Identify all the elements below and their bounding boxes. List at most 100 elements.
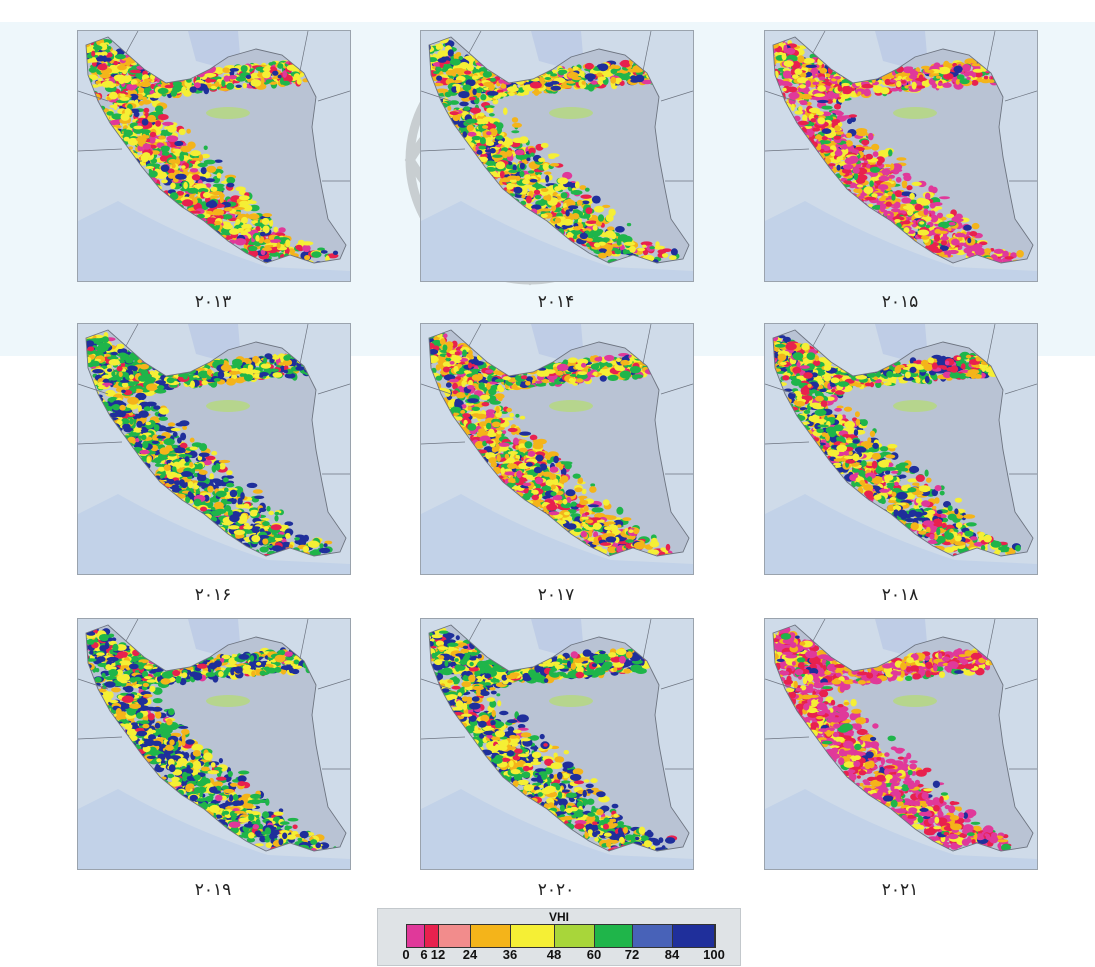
map-canvas xyxy=(78,619,350,869)
gulf-water xyxy=(421,494,693,574)
map-canvas xyxy=(421,31,693,281)
salt-lake xyxy=(893,107,937,119)
map-canvas xyxy=(765,31,1037,281)
legend-swatch xyxy=(425,925,439,947)
legend-title: VHI xyxy=(548,910,569,924)
neighbour-border xyxy=(660,678,693,690)
legend-swatch xyxy=(673,925,715,947)
legend-swatch xyxy=(555,925,595,947)
legend-tick-label: 0 xyxy=(402,947,410,962)
vhi-map xyxy=(77,30,351,282)
neighbour-border xyxy=(765,148,810,152)
neighbour-border xyxy=(468,324,482,347)
vhi-legend: VHI 0 6 12 24 36 48 60 72 84 100 xyxy=(377,908,741,966)
national-border xyxy=(772,36,1034,264)
legend-tick-label: 12 xyxy=(430,947,446,962)
vhi-texture xyxy=(429,625,681,851)
neighbour-border xyxy=(78,383,109,395)
year-label: ۲۰۱۹ xyxy=(194,880,232,900)
vhi-map xyxy=(764,30,1038,282)
neighbour-border xyxy=(421,678,452,690)
legend-tick-label: 48 xyxy=(546,947,562,962)
national-border xyxy=(772,624,1034,852)
salt-lake xyxy=(893,400,937,412)
vhi-map xyxy=(77,618,351,870)
neighbour-border xyxy=(78,736,123,740)
gulf-water xyxy=(421,201,693,281)
legend-tick-label: 6 xyxy=(420,947,428,962)
neighbour-border xyxy=(125,324,139,347)
neighbour-border xyxy=(1004,678,1037,690)
legend-tick-label: 24 xyxy=(462,947,478,962)
map-canvas xyxy=(421,324,693,574)
neighbour-border xyxy=(765,678,796,690)
gulf-water xyxy=(765,201,1037,281)
legend-swatch xyxy=(407,925,425,947)
year-label: ۲۰۱۳ xyxy=(194,292,232,312)
legend-tick-label: 36 xyxy=(502,947,518,962)
neighbour-border xyxy=(642,324,652,365)
gulf-water xyxy=(78,789,350,869)
legend-swatch xyxy=(595,925,633,947)
neighbour-border xyxy=(78,148,123,152)
neighbour-border xyxy=(78,441,123,445)
neighbour-border xyxy=(1004,90,1037,102)
neighbour-border xyxy=(421,148,466,152)
neighbour-border xyxy=(317,678,350,690)
national-border xyxy=(85,329,347,557)
map-canvas xyxy=(765,619,1037,869)
legend-tick-label: 100 xyxy=(703,947,725,962)
salt-lake xyxy=(206,695,250,707)
salt-lake xyxy=(549,107,593,119)
vhi-texture xyxy=(429,330,674,556)
map-canvas xyxy=(78,31,350,281)
year-label: ۲۰۲۰ xyxy=(537,880,575,900)
neighbour-border xyxy=(125,31,139,54)
legend-tick-label: 84 xyxy=(664,947,680,962)
vhi-texture xyxy=(773,625,1030,851)
year-label: ۲۰۱۵ xyxy=(881,292,919,312)
neighbour-border xyxy=(812,324,826,347)
year-label: ۲۰۱۷ xyxy=(537,585,575,605)
salt-lake xyxy=(893,695,937,707)
neighbour-border xyxy=(299,31,309,72)
gulf-water xyxy=(765,494,1037,574)
neighbour-border xyxy=(812,31,826,54)
neighbour-border xyxy=(317,90,350,102)
neighbour-border xyxy=(468,31,482,54)
vhi-texture xyxy=(773,330,1021,556)
neighbour-border xyxy=(421,441,466,445)
neighbour-border xyxy=(986,31,996,72)
vhi-map xyxy=(764,618,1038,870)
neighbour-border xyxy=(78,678,109,690)
vhi-map xyxy=(77,323,351,575)
year-label: ۲۰۱۸ xyxy=(881,585,919,605)
vhi-texture xyxy=(773,39,1024,263)
legend-tick-label: 72 xyxy=(624,947,640,962)
neighbour-border xyxy=(421,383,452,395)
neighbour-border xyxy=(125,619,139,642)
neighbour-border xyxy=(421,90,452,102)
year-label: ۲۰۲۱ xyxy=(881,880,919,900)
vhi-map xyxy=(420,323,694,575)
national-border xyxy=(772,329,1034,557)
national-border xyxy=(428,624,690,852)
neighbour-border xyxy=(660,383,693,395)
year-label: ۲۰۱۶ xyxy=(194,585,232,605)
salt-lake xyxy=(549,400,593,412)
legend-swatch xyxy=(511,925,555,947)
neighbour-border xyxy=(812,619,826,642)
vhi-map xyxy=(420,618,694,870)
gulf-water xyxy=(421,789,693,869)
neighbour-border xyxy=(642,619,652,660)
neighbour-border xyxy=(421,736,466,740)
gulf-water xyxy=(78,201,350,281)
neighbour-border xyxy=(765,736,810,740)
salt-lake xyxy=(206,107,250,119)
neighbour-border xyxy=(299,324,309,365)
neighbour-border xyxy=(765,90,796,102)
neighbour-border xyxy=(765,441,810,445)
legend-tick-label: 60 xyxy=(586,947,602,962)
neighbour-border xyxy=(986,619,996,660)
vhi-texture xyxy=(86,37,342,263)
